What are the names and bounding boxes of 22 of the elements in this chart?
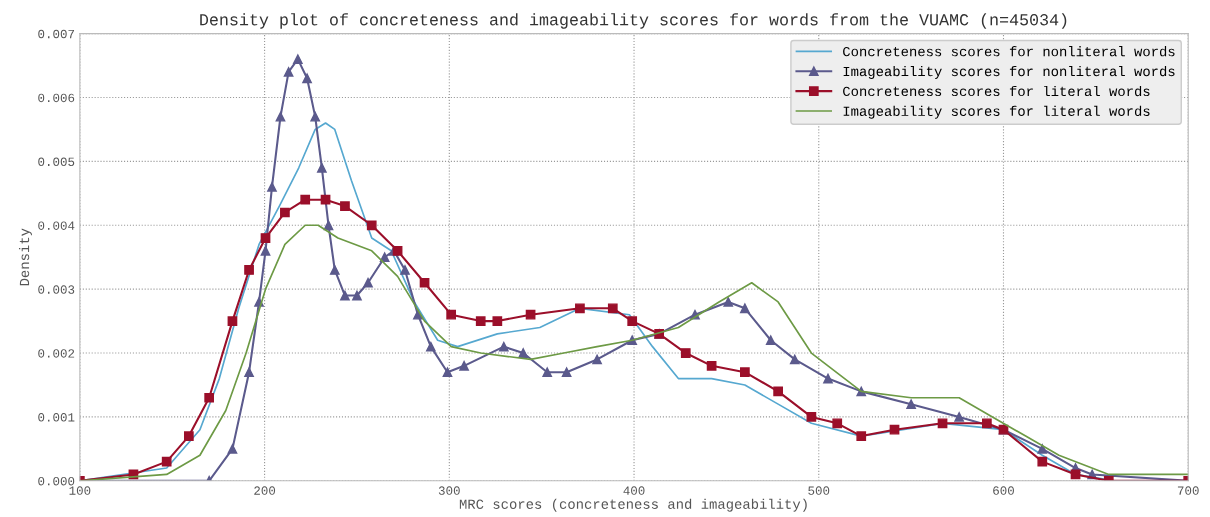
y-tick-label: 0.007 xyxy=(38,29,75,39)
legend-label: Imageability scores for literal words xyxy=(843,105,1150,119)
x-tick-label: 500 xyxy=(808,486,830,495)
y-tick-label: 0.003 xyxy=(38,285,75,294)
y-tick-label: 0.001 xyxy=(38,413,75,422)
x-tick-label: 600 xyxy=(993,486,1014,495)
y-tick-label: 0.005 xyxy=(38,157,75,167)
x-tick-label: 200 xyxy=(254,486,276,495)
x-tick-label: 100 xyxy=(69,486,91,495)
legend-label: Concreteness scores for nonliteral words xyxy=(843,46,1175,57)
y-tick-label: 0.000 xyxy=(38,476,75,486)
x-axis-title: MRC scores (concreteness and imageability) xyxy=(459,498,807,512)
y-tick-label: 0.004 xyxy=(38,221,75,230)
legend-label: Imageability scores for nonliteral words xyxy=(843,66,1175,79)
x-tick-label: 300 xyxy=(438,486,460,495)
y-tick-label: 0.006 xyxy=(38,93,75,103)
x-tick-label: 400 xyxy=(623,486,645,495)
x-tick-label: 700 xyxy=(1177,486,1199,495)
chart-title: Density plot of concreteness and imageability scores for words from the VUAMC (n=45034) xyxy=(200,13,1067,29)
y-tick-label: 0.002 xyxy=(38,349,75,358)
y-axis-title: Density xyxy=(18,228,32,286)
legend-label: Concreteness scores for literal words xyxy=(843,85,1150,97)
